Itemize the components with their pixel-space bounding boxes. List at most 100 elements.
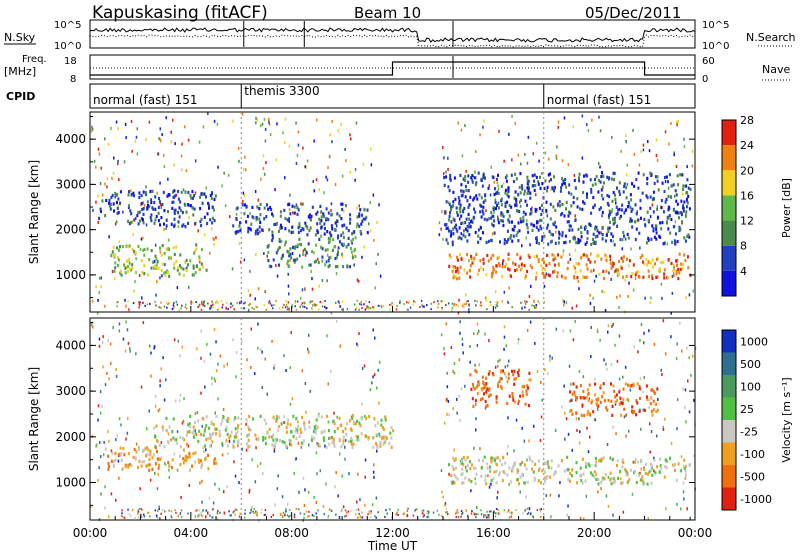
noise-cell bbox=[187, 138, 190, 142]
data-cell bbox=[556, 271, 559, 275]
noise-cell bbox=[165, 378, 167, 382]
noise-cell bbox=[358, 332, 360, 336]
data-cell bbox=[616, 459, 619, 463]
data-cell bbox=[572, 195, 575, 200]
noise-cell bbox=[302, 249, 305, 253]
noise-cell bbox=[649, 215, 652, 219]
data-cell bbox=[507, 372, 510, 376]
noise-cell bbox=[660, 368, 662, 372]
ground-cell bbox=[445, 304, 447, 307]
data-cell bbox=[290, 443, 293, 447]
data-cell bbox=[456, 210, 458, 214]
ground-cell bbox=[158, 508, 160, 510]
data-cell bbox=[167, 461, 170, 465]
noise-cell bbox=[524, 189, 526, 193]
data-cell bbox=[502, 259, 505, 263]
ground-cell bbox=[421, 510, 423, 513]
data-cell bbox=[460, 472, 463, 476]
ground-cell bbox=[377, 304, 380, 307]
data-cell bbox=[483, 392, 485, 396]
data-cell bbox=[128, 190, 130, 194]
data-cell bbox=[275, 251, 278, 255]
data-cell bbox=[601, 478, 604, 482]
noise-cell bbox=[642, 148, 645, 152]
data-cell bbox=[594, 382, 597, 386]
data-cell bbox=[154, 445, 157, 449]
ground-cell bbox=[375, 516, 377, 519]
data-cell bbox=[515, 197, 518, 202]
noise-cell bbox=[649, 422, 651, 426]
data-cell bbox=[512, 395, 514, 399]
noise-cell bbox=[249, 293, 251, 297]
data-cell bbox=[676, 239, 679, 244]
data-cell bbox=[500, 211, 503, 215]
data-cell bbox=[126, 245, 129, 249]
noise-cell bbox=[671, 291, 674, 295]
data-cell bbox=[495, 397, 498, 401]
data-cell bbox=[142, 212, 145, 216]
noise-cell bbox=[571, 448, 573, 452]
data-cell bbox=[140, 258, 143, 263]
data-cell bbox=[292, 414, 295, 418]
ground-cell bbox=[311, 514, 314, 517]
data-cell bbox=[110, 253, 113, 257]
noise-cell bbox=[361, 402, 363, 406]
noise-cell bbox=[639, 377, 642, 381]
data-cell bbox=[209, 444, 212, 448]
noise-cell bbox=[452, 407, 454, 411]
noise-cell bbox=[501, 377, 503, 381]
noise-cell bbox=[474, 402, 477, 406]
noise-cell bbox=[550, 515, 552, 519]
data-cell bbox=[491, 222, 493, 226]
noise-cell bbox=[216, 511, 219, 515]
noise-cell bbox=[535, 141, 538, 145]
data-cell bbox=[476, 384, 479, 388]
noise-cell bbox=[288, 292, 290, 296]
ground-cell bbox=[137, 516, 140, 519]
noise-cell bbox=[326, 334, 328, 338]
noise-cell bbox=[683, 497, 685, 501]
data-cell bbox=[477, 382, 480, 386]
noise-cell bbox=[184, 125, 186, 129]
noise-cell bbox=[611, 207, 614, 211]
data-cell bbox=[286, 249, 289, 253]
data-cell bbox=[613, 389, 616, 393]
data-cell bbox=[515, 177, 518, 181]
data-cell bbox=[185, 269, 188, 273]
data-cell bbox=[485, 376, 488, 380]
data-cell bbox=[650, 388, 653, 392]
noise-cell bbox=[631, 492, 634, 496]
ground-cell bbox=[287, 301, 290, 304]
noise-cell bbox=[104, 137, 106, 141]
noise-cell bbox=[329, 133, 332, 137]
ground-cell bbox=[226, 302, 228, 304]
data-cell bbox=[686, 201, 689, 205]
ground-cell bbox=[538, 302, 541, 305]
noise-cell bbox=[266, 254, 268, 258]
data-cell bbox=[113, 269, 116, 273]
noise-cell bbox=[529, 320, 532, 324]
ground-cell bbox=[140, 515, 143, 518]
data-cell bbox=[460, 459, 463, 463]
noise-cell bbox=[113, 277, 116, 281]
noise-cell bbox=[101, 193, 104, 197]
data-cell bbox=[672, 208, 675, 212]
data-cell bbox=[509, 236, 512, 240]
data-cell bbox=[481, 388, 484, 392]
noise-cell bbox=[614, 343, 616, 347]
data-cell bbox=[328, 263, 331, 267]
noise-cell bbox=[221, 453, 224, 457]
data-cell bbox=[614, 193, 616, 197]
noise-cell bbox=[130, 189, 132, 193]
ground-cell bbox=[253, 507, 255, 510]
data-cell bbox=[325, 414, 328, 418]
ground-cell bbox=[248, 304, 250, 307]
ground-cell bbox=[130, 515, 132, 518]
noise-cell bbox=[98, 344, 101, 348]
noise-cell bbox=[306, 159, 309, 163]
noise-cell bbox=[271, 339, 273, 343]
ground-cell bbox=[291, 304, 293, 307]
data-cell bbox=[561, 183, 564, 187]
data-cell bbox=[634, 457, 637, 462]
ground-cell bbox=[494, 306, 497, 309]
